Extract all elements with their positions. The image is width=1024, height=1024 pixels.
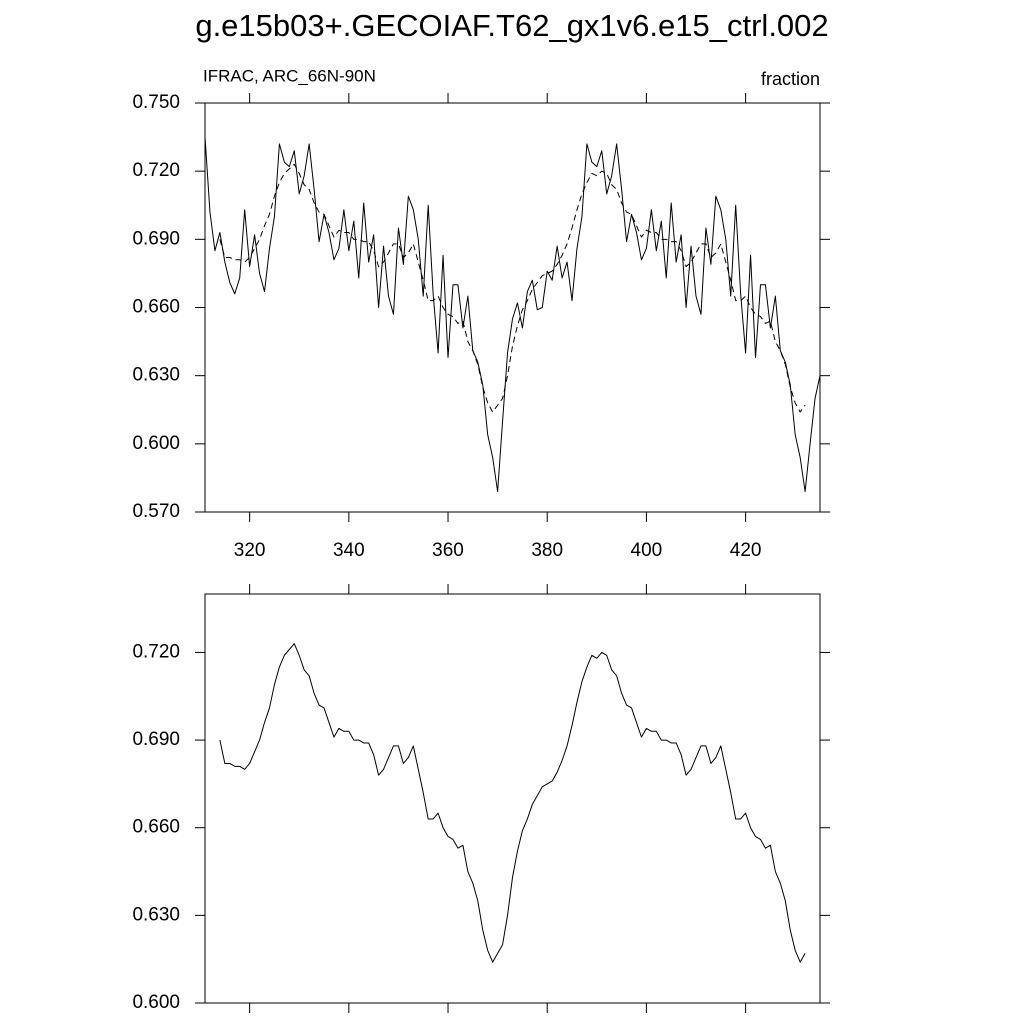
- subtitle: IFRAC, ARC_66N-90N: [203, 66, 376, 85]
- smoothed-line: [219, 163, 806, 413]
- y-tick-label: 0.570: [132, 501, 180, 522]
- y-tick-label: 0.600: [132, 992, 180, 1013]
- x-tick-label: 320: [234, 540, 266, 561]
- y-tick-label: 0.660: [132, 297, 180, 318]
- y-tick-label: 0.720: [132, 160, 180, 181]
- x-tick-label: 360: [432, 540, 464, 561]
- y-tick-label: 0.720: [132, 641, 180, 662]
- y-tick-label: 0.690: [132, 729, 180, 750]
- data-line: [204, 137, 821, 493]
- figure-title: g.e15b03+.GECOIAF.T62_gx1v6.e15_ctrl.002: [195, 8, 828, 43]
- units-label: fraction: [761, 69, 820, 89]
- y-tick-label: 0.660: [132, 817, 180, 838]
- x-tick-label: 380: [531, 540, 563, 561]
- x-tick-label: 420: [730, 540, 762, 561]
- x-tick-label: 400: [631, 540, 663, 561]
- y-tick-label: 0.600: [132, 433, 180, 454]
- x-tick-label: 340: [333, 540, 365, 561]
- data-line: [219, 643, 806, 963]
- y-tick-label: 0.750: [132, 92, 180, 113]
- y-tick-label: 0.630: [132, 365, 180, 386]
- y-tick-label: 0.630: [132, 904, 180, 925]
- plot-frame: [204, 593, 821, 1004]
- y-tick-label: 0.690: [132, 228, 180, 249]
